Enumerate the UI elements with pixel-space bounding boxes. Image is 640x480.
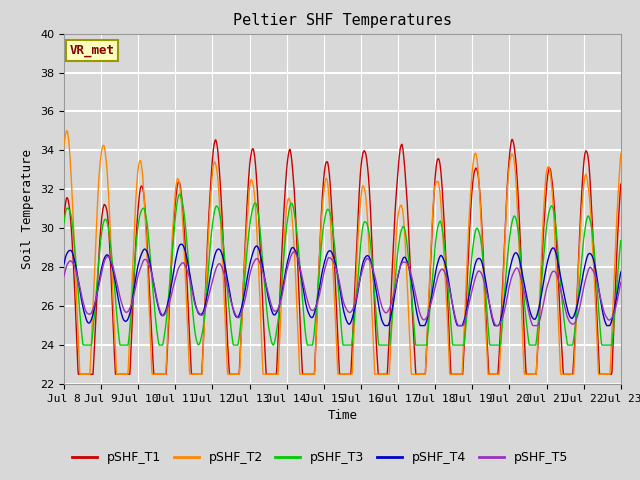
pSHF_T5 — [552, 269, 559, 275]
pSHF_T2 — [76, 372, 84, 377]
pSHF_T4 — [429, 281, 437, 287]
pSHF_T1 — [184, 305, 192, 311]
pSHF_T5 — [429, 292, 437, 298]
pSHF_T1 — [552, 220, 559, 226]
pSHF_T4 — [170, 265, 178, 271]
pSHF_T1 — [74, 372, 82, 377]
pSHF_T5 — [454, 323, 462, 328]
pSHF_T5 — [184, 269, 191, 275]
Text: VR_met: VR_met — [70, 44, 115, 57]
pSHF_T2 — [617, 151, 625, 156]
Y-axis label: Soil Temperature: Soil Temperature — [22, 149, 35, 269]
pSHF_T5 — [60, 273, 68, 279]
pSHF_T4 — [617, 269, 625, 275]
pSHF_T3 — [171, 222, 179, 228]
pSHF_T2 — [172, 193, 179, 199]
Legend: pSHF_T1, pSHF_T2, pSHF_T3, pSHF_T4, pSHF_T5: pSHF_T1, pSHF_T2, pSHF_T3, pSHF_T4, pSHF… — [67, 446, 573, 469]
X-axis label: Time: Time — [328, 409, 357, 422]
pSHF_T1 — [429, 207, 437, 213]
pSHF_T2 — [63, 128, 70, 134]
pSHF_T2 — [502, 208, 510, 214]
pSHF_T4 — [502, 286, 510, 291]
pSHF_T4 — [552, 249, 559, 254]
pSHF_T4 — [60, 261, 68, 267]
pSHF_T5 — [617, 279, 625, 285]
Line: pSHF_T2: pSHF_T2 — [64, 131, 621, 374]
pSHF_T2 — [429, 197, 437, 203]
pSHF_T4 — [246, 259, 254, 264]
pSHF_T2 — [552, 247, 559, 253]
pSHF_T3 — [185, 261, 193, 266]
pSHF_T5 — [170, 280, 178, 286]
pSHF_T3 — [502, 268, 510, 274]
pSHF_T3 — [79, 342, 87, 348]
pSHF_T1 — [246, 155, 254, 161]
pSHF_T3 — [176, 192, 184, 197]
pSHF_T1 — [60, 215, 68, 221]
pSHF_T1 — [508, 136, 516, 142]
pSHF_T3 — [429, 262, 437, 267]
pSHF_T1 — [171, 208, 179, 214]
pSHF_T4 — [178, 241, 186, 247]
pSHF_T2 — [60, 143, 68, 148]
pSHF_T3 — [60, 220, 68, 226]
pSHF_T2 — [185, 348, 193, 354]
pSHF_T3 — [552, 219, 559, 225]
pSHF_T4 — [381, 323, 389, 328]
pSHF_T3 — [247, 215, 255, 220]
pSHF_T2 — [247, 177, 255, 183]
pSHF_T1 — [502, 209, 509, 215]
pSHF_T3 — [617, 238, 625, 244]
pSHF_T5 — [246, 271, 254, 276]
pSHF_T1 — [617, 181, 625, 187]
pSHF_T4 — [184, 262, 192, 268]
pSHF_T5 — [290, 249, 298, 254]
Line: pSHF_T3: pSHF_T3 — [64, 194, 621, 345]
Line: pSHF_T5: pSHF_T5 — [64, 252, 621, 325]
Title: Peltier SHF Temperatures: Peltier SHF Temperatures — [233, 13, 452, 28]
pSHF_T5 — [502, 300, 510, 305]
Line: pSHF_T4: pSHF_T4 — [64, 244, 621, 325]
Line: pSHF_T1: pSHF_T1 — [64, 139, 621, 374]
